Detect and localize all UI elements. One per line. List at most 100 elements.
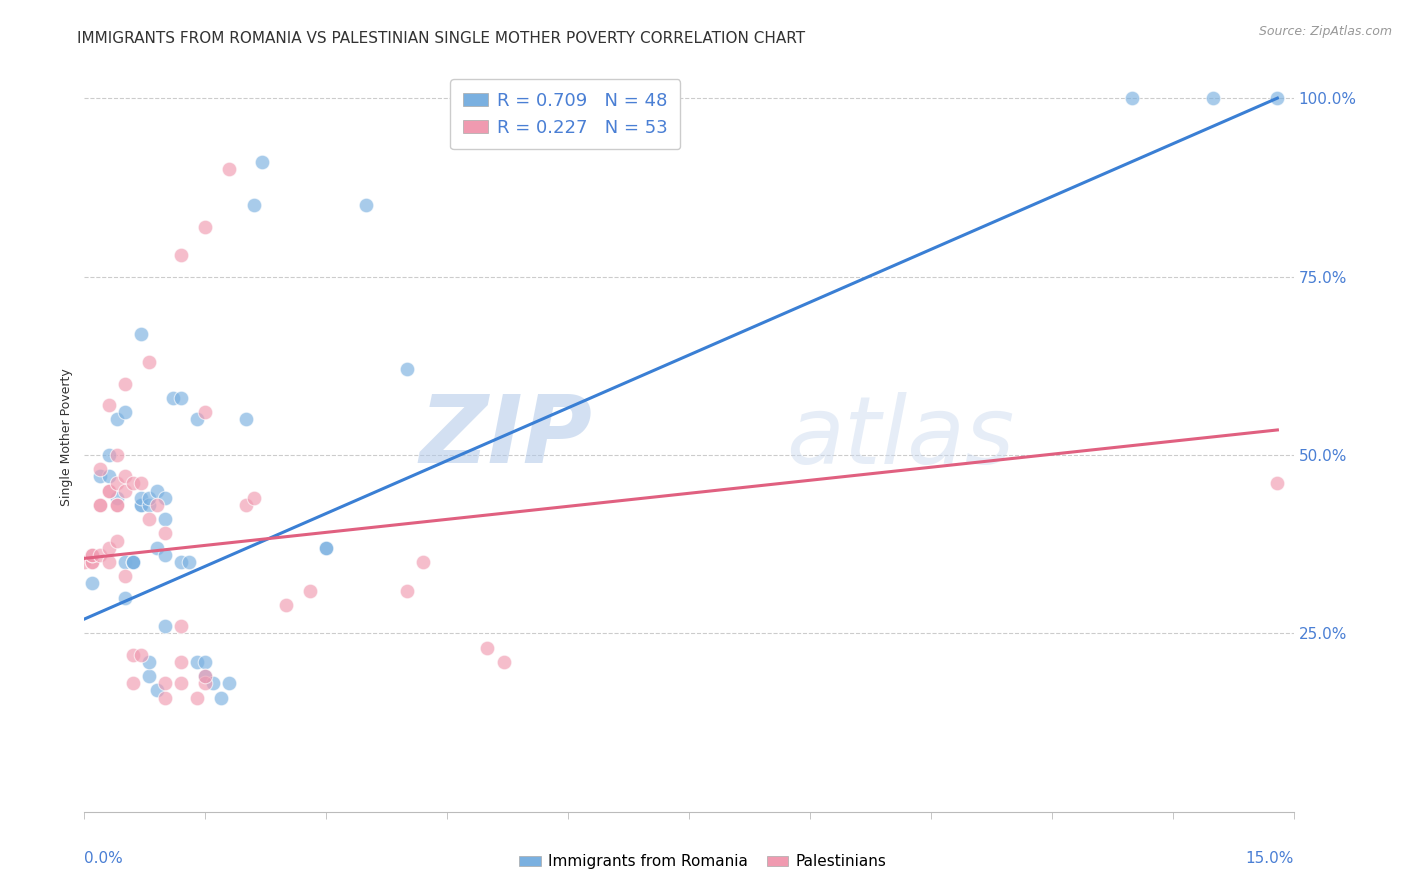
Point: [194, 676, 217, 690]
Point: [146, 483, 169, 498]
Point: [1121, 91, 1143, 105]
Point: [170, 655, 193, 669]
Point: [315, 541, 337, 555]
Point: [153, 619, 176, 633]
Point: [138, 355, 160, 369]
Point: [412, 555, 434, 569]
Point: [186, 690, 208, 705]
Point: [202, 676, 225, 690]
Y-axis label: Single Mother Poverty: Single Mother Poverty: [60, 368, 73, 506]
Point: [194, 669, 217, 683]
Point: [114, 569, 136, 583]
Point: [89, 498, 111, 512]
Point: [129, 476, 152, 491]
Point: [114, 469, 136, 483]
Point: [186, 412, 208, 426]
Point: [82, 555, 104, 569]
Point: [1267, 91, 1289, 105]
Point: [477, 640, 499, 655]
Point: [114, 555, 136, 569]
Point: [105, 448, 128, 462]
Point: [170, 391, 193, 405]
Point: [209, 690, 232, 705]
Point: [89, 469, 111, 483]
Point: [121, 476, 143, 491]
Point: [97, 483, 120, 498]
Point: [274, 598, 297, 612]
Point: [242, 198, 264, 212]
Point: [1267, 476, 1289, 491]
Point: [1202, 91, 1225, 105]
Point: [194, 655, 217, 669]
Point: [138, 669, 160, 683]
Point: [89, 462, 111, 476]
Text: ZIP: ZIP: [419, 391, 592, 483]
Point: [194, 669, 217, 683]
Point: [138, 512, 160, 526]
Point: [97, 483, 120, 498]
Point: [105, 412, 128, 426]
Point: [105, 491, 128, 505]
Point: [97, 541, 120, 555]
Point: [129, 648, 152, 662]
Text: 15.0%: 15.0%: [1246, 851, 1294, 865]
Point: [395, 362, 418, 376]
Point: [129, 498, 152, 512]
Point: [97, 469, 120, 483]
Point: [170, 619, 193, 633]
Point: [146, 498, 169, 512]
Point: [97, 448, 120, 462]
Point: [129, 491, 152, 505]
Point: [114, 483, 136, 498]
Point: [121, 555, 143, 569]
Point: [242, 491, 264, 505]
Point: [121, 555, 143, 569]
Point: [129, 498, 152, 512]
Point: [82, 548, 104, 562]
Legend: R = 0.709   N = 48, R = 0.227   N = 53: R = 0.709 N = 48, R = 0.227 N = 53: [450, 79, 681, 149]
Point: [105, 476, 128, 491]
Point: [179, 555, 201, 569]
Point: [105, 498, 128, 512]
Point: [129, 326, 152, 341]
Point: [89, 548, 111, 562]
Point: [97, 555, 120, 569]
Point: [114, 376, 136, 391]
Point: [299, 583, 322, 598]
Point: [170, 248, 193, 262]
Point: [105, 498, 128, 512]
Point: [146, 541, 169, 555]
Point: [121, 555, 143, 569]
Point: [82, 548, 104, 562]
Point: [114, 591, 136, 605]
Point: [97, 398, 120, 412]
Point: [492, 655, 515, 669]
Point: [315, 541, 337, 555]
Point: [250, 155, 273, 169]
Point: [153, 548, 176, 562]
Point: [235, 498, 257, 512]
Point: [105, 533, 128, 548]
Point: [89, 498, 111, 512]
Text: 0.0%: 0.0%: [84, 851, 124, 865]
Point: [153, 526, 176, 541]
Point: [170, 676, 193, 690]
Point: [162, 391, 184, 405]
Point: [218, 676, 240, 690]
Point: [146, 683, 169, 698]
Point: [186, 655, 208, 669]
Point: [395, 583, 418, 598]
Legend: Immigrants from Romania, Palestinians: Immigrants from Romania, Palestinians: [513, 848, 893, 875]
Point: [153, 491, 176, 505]
Point: [121, 676, 143, 690]
Point: [138, 491, 160, 505]
Point: [82, 555, 104, 569]
Point: [194, 219, 217, 234]
Text: IMMIGRANTS FROM ROMANIA VS PALESTINIAN SINGLE MOTHER POVERTY CORRELATION CHART: IMMIGRANTS FROM ROMANIA VS PALESTINIAN S…: [77, 31, 806, 46]
Point: [121, 648, 143, 662]
Text: atlas: atlas: [786, 392, 1014, 483]
Point: [153, 676, 176, 690]
Point: [114, 405, 136, 419]
Point: [170, 555, 193, 569]
Point: [194, 405, 217, 419]
